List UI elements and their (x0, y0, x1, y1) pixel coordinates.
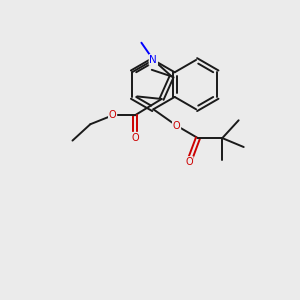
Text: O: O (109, 110, 116, 120)
Text: N: N (149, 55, 157, 65)
Text: O: O (131, 133, 139, 142)
Text: O: O (173, 121, 180, 130)
Text: O: O (185, 157, 193, 167)
